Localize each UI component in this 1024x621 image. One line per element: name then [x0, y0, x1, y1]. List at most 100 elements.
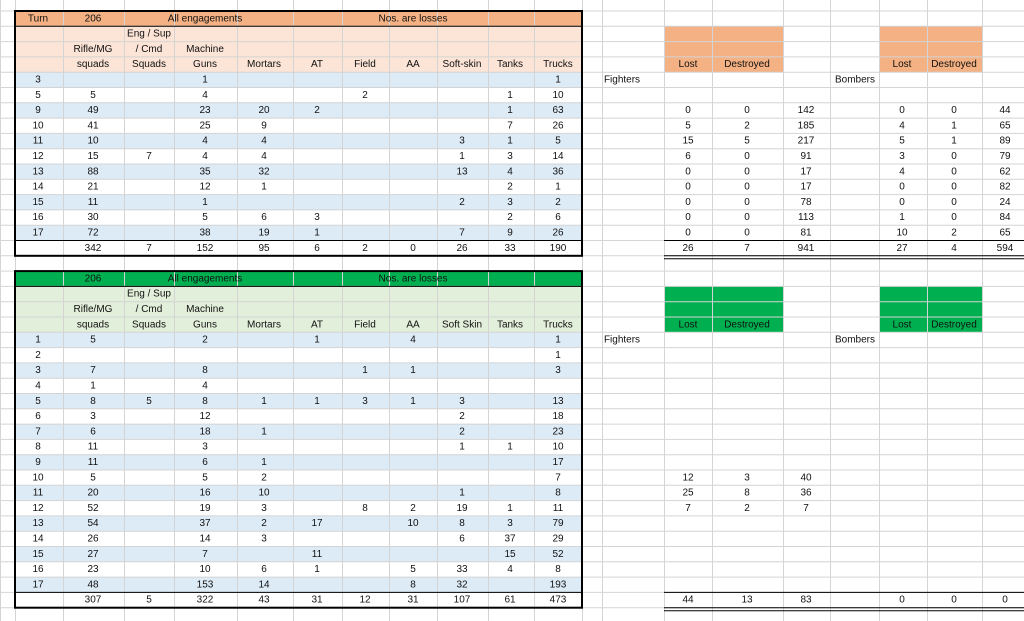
cell-value: 4: [507, 166, 513, 177]
cell-value: 4: [202, 136, 208, 147]
column-header: AT: [311, 59, 323, 70]
air-value: 25: [682, 488, 694, 499]
turn-number: 6: [35, 411, 41, 422]
cell-value: 29: [552, 533, 564, 544]
air-value: 0: [685, 182, 691, 193]
cell-value: 26: [552, 120, 564, 131]
column-header: Trucks: [543, 59, 573, 70]
fighters-label: Fighters: [604, 335, 640, 346]
cell-value: 35: [199, 166, 211, 177]
fighters-label: Fighters: [604, 74, 640, 85]
cell-value: 79: [552, 518, 564, 529]
air-header-fill: [879, 286, 982, 333]
column-header: Tanks: [497, 319, 523, 330]
cell-value: 14: [199, 533, 211, 544]
cell-value: 19: [258, 227, 270, 238]
air-value: 1: [951, 120, 957, 131]
turn-number: 2: [35, 350, 41, 361]
cell-value: 11: [88, 457, 99, 468]
total-value: 190: [550, 243, 567, 254]
turn-number: 11: [33, 488, 44, 499]
cell-value: 7: [555, 472, 561, 483]
air-value: 6: [685, 151, 691, 162]
turn-number: 1: [35, 335, 41, 346]
cell-value: 1: [459, 442, 465, 453]
air-value: 40: [800, 472, 812, 483]
band-fill: [15, 546, 582, 562]
cell-value: 37: [199, 518, 211, 529]
air-value: 0: [744, 105, 750, 116]
cell-value: 1: [507, 90, 513, 101]
air-total: 0: [899, 595, 905, 606]
air-header: Destroyed: [931, 59, 977, 70]
cell-value: 32: [456, 579, 468, 590]
band-fill: [15, 485, 582, 501]
cell-value: 88: [87, 166, 99, 177]
air-total: 941: [798, 243, 815, 254]
total-value: 322: [197, 595, 214, 606]
air-value: 12: [682, 472, 694, 483]
turn-number: 7: [35, 426, 41, 437]
cell-value: 3: [459, 136, 465, 147]
table-border: [14, 270, 583, 609]
column-header: Rifle/MG: [74, 44, 113, 55]
cell-value: 16: [199, 488, 211, 499]
air-header: Destroyed: [724, 319, 770, 330]
header-fill: [15, 286, 582, 333]
turn-number: 9: [35, 105, 41, 116]
band-fill: [15, 577, 582, 593]
band-fill: [15, 454, 582, 470]
cell-value: 21: [87, 182, 99, 193]
column-header: Rifle/MG: [74, 304, 113, 315]
air-value: 185: [798, 120, 815, 131]
column-header: AT: [311, 319, 323, 330]
column-header: Soft-skin: [443, 59, 482, 70]
cell-value: 1: [507, 503, 513, 514]
turn-number: 14: [32, 533, 44, 544]
cell-value: 41: [87, 120, 99, 131]
cell-value: 17: [311, 518, 323, 529]
cell-value: 11: [88, 442, 99, 453]
band-fill: [15, 332, 582, 348]
cell-value: 1: [314, 227, 320, 238]
air-header: Lost: [893, 59, 912, 70]
air-value: 84: [999, 212, 1011, 223]
turn-number: 8: [35, 442, 41, 453]
cell-value: 13: [552, 396, 564, 407]
turn-number: 17: [32, 579, 44, 590]
cell-value: 8: [459, 518, 465, 529]
air-value: 0: [951, 166, 957, 177]
turn-number: 13: [32, 166, 44, 177]
total-value: 7: [146, 243, 152, 254]
title-row-fill: [15, 271, 582, 287]
cell-value: 5: [202, 212, 208, 223]
column-header: Tanks: [497, 59, 523, 70]
cell-value: 49: [87, 105, 99, 116]
air-value: 5: [744, 136, 750, 147]
cell-value: 1: [555, 350, 561, 361]
cell-value: 3: [362, 396, 368, 407]
air-value: 7: [685, 503, 691, 514]
title-row-fill: [15, 11, 582, 27]
cell-value: 5: [90, 472, 96, 483]
air-value: 2: [744, 120, 750, 131]
air-total: 0: [951, 595, 957, 606]
cell-value: 14: [552, 151, 564, 162]
column-header: Soft Skin: [442, 319, 482, 330]
cell-value: 27: [87, 549, 99, 560]
total-value: 95: [258, 243, 270, 254]
column-header: Guns: [193, 59, 217, 70]
air-header: Destroyed: [724, 59, 770, 70]
cell-value: 3: [261, 503, 267, 514]
cell-value: 1: [261, 396, 267, 407]
total-value: 26: [456, 243, 468, 254]
cell-value: 3: [314, 212, 320, 223]
air-header: Lost: [679, 59, 698, 70]
band-fill: [15, 133, 582, 149]
cell-value: 23: [552, 426, 564, 437]
air-value: 2: [744, 503, 750, 514]
column-header: squads: [77, 319, 109, 330]
column-header: Squads: [132, 59, 166, 70]
air-value: 0: [951, 105, 957, 116]
air-value: 36: [800, 488, 812, 499]
